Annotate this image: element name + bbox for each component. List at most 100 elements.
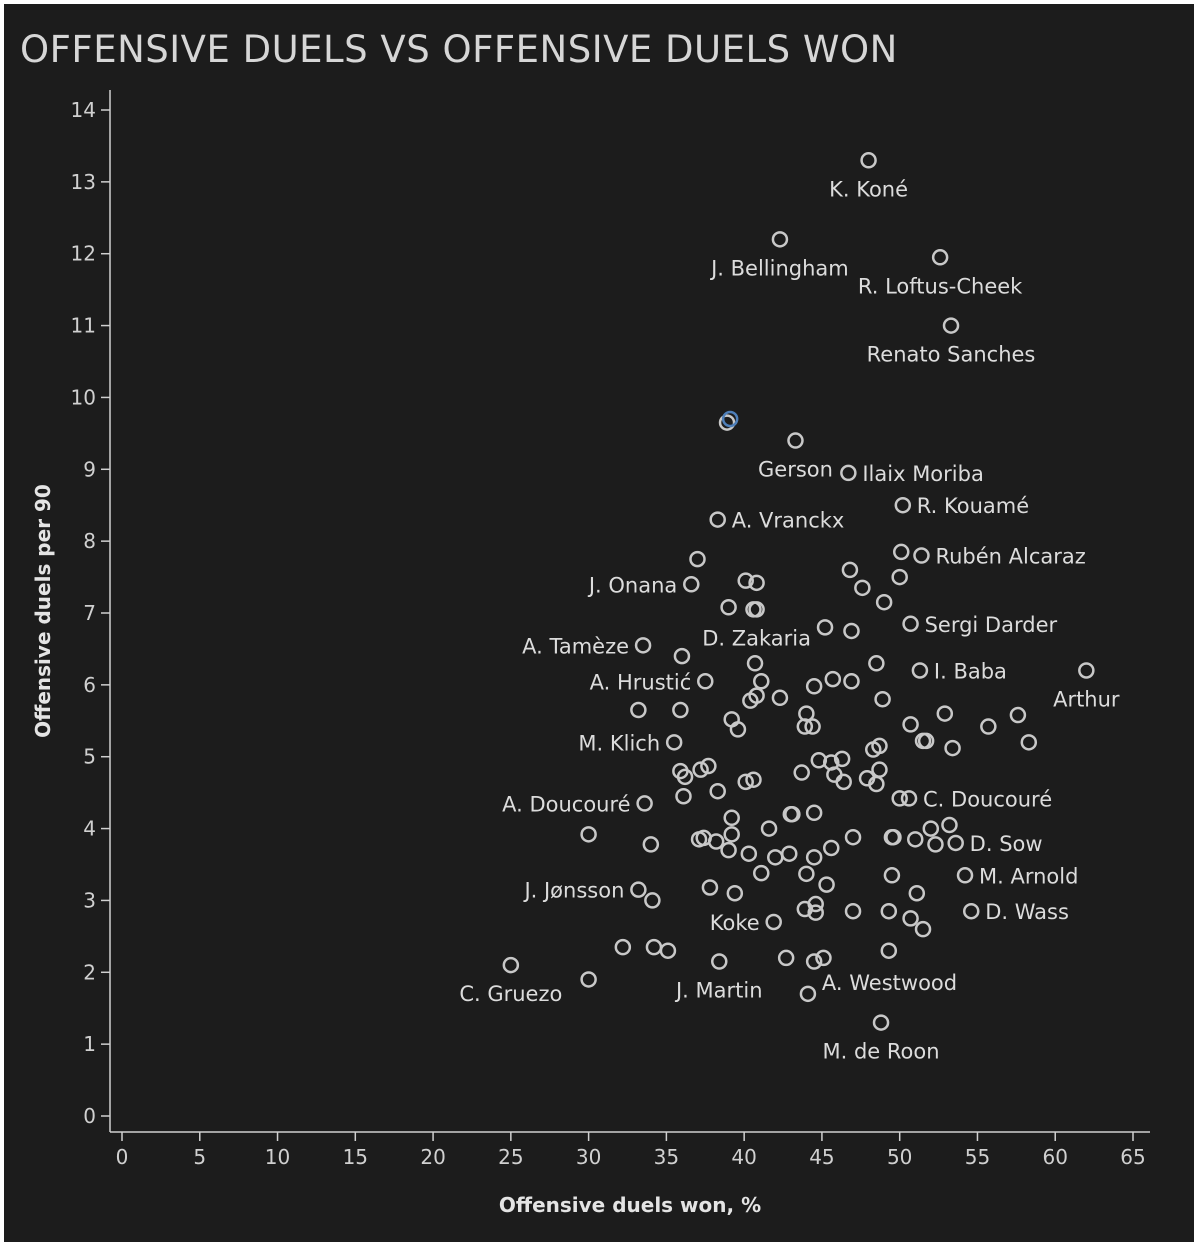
labeled-point [771,231,789,248]
data-point [740,845,758,862]
data-point [707,833,725,850]
point-label: R. Kouamé [917,494,1029,518]
point-label: A. Tamèze [522,634,629,658]
data-point [700,757,717,775]
data-point [880,902,898,920]
data-point [980,718,997,735]
point-label: K. Koné [829,177,908,201]
x-tick-label: 65 [1120,1145,1145,1169]
data-point [614,938,632,956]
data-point [771,689,789,707]
point-label: Koke [710,911,760,935]
data-point [737,773,754,791]
point-label: J. Jønsson [522,879,624,903]
data-point [843,673,860,690]
data-point [874,690,891,708]
point-label: C. Doucouré [923,787,1052,811]
labeled-point [900,790,918,807]
data-point [941,816,958,834]
x-tick-label: 5 [193,1145,206,1169]
point-label: M. Arnold [979,864,1078,888]
data-point [630,701,647,719]
data-point [777,949,795,967]
data-point [701,879,719,896]
data-point [767,849,784,866]
point-label: J. Onana [587,573,677,597]
y-tick-label: 4 [83,817,96,841]
data-point [760,820,778,837]
x-tick-label: 50 [887,1145,912,1169]
data-point [805,849,823,866]
y-tick-label: 5 [83,745,96,769]
data-point [742,692,759,709]
labeled-point [913,547,930,564]
data-point [784,805,801,823]
labeled-point [709,511,726,528]
data-point [854,579,871,597]
y-tick-label: 9 [83,457,96,481]
labeled-point [799,985,817,1003]
y-tick-label: 0 [83,1104,96,1128]
data-point [1009,706,1027,724]
point-label: M. de Roon [822,1040,939,1064]
data-point [1020,734,1038,751]
point-label: Gerson [758,458,833,482]
y-tick-label: 1 [83,1032,96,1056]
labeled-point [894,496,912,514]
data-point [709,782,726,800]
data-point [718,414,736,431]
labeled-point [665,734,683,751]
point-label: Ilaix Moriba [862,462,983,486]
data-point [818,876,835,893]
highlighted-point [721,410,739,428]
labeled-point [962,902,980,920]
x-tick-label: 25 [498,1145,523,1169]
x-tick-label: 20 [420,1145,445,1169]
data-point [692,761,709,778]
labeled-point [942,317,960,334]
labeled-point [1078,662,1095,679]
point-label: Rubén Alcaraz [935,545,1085,569]
labeled-point [634,637,652,654]
data-point [844,828,862,846]
labeled-point [636,795,653,812]
data-point [723,826,740,843]
data-point [902,910,919,927]
data-point [807,904,824,921]
data-point [805,678,823,695]
point-label: R. Loftus-Cheek [858,274,1023,298]
y-tick-label: 14 [71,98,96,122]
point-label: M. Klich [578,731,660,755]
point-label: J. Bellingham [709,256,849,280]
y-tick-label: 11 [71,314,96,338]
data-point [871,761,888,778]
data-point [753,864,770,882]
x-tick-label: 40 [731,1145,756,1169]
data-point [906,831,924,848]
labeled-point [860,152,877,169]
data-point [753,673,770,690]
data-point [892,543,910,561]
data-point [823,839,840,857]
data-point [804,718,821,735]
labeled-point [931,249,949,266]
data-point [580,826,597,843]
data-point [720,599,737,616]
chart-frame: OFFENSIVE DUELS VS OFFENSIVE DUELS WON 0… [4,4,1194,1242]
data-point [868,655,885,672]
data-point [689,550,706,568]
data-point [745,771,762,788]
x-tick-label: 15 [343,1145,368,1169]
data-point [673,647,691,665]
point-label: A. Vranckx [732,509,845,533]
data-point [805,953,823,970]
y-axis-title: Offensive duels per 90 [31,484,55,738]
labeled-point [711,953,728,970]
data-point [880,942,898,959]
data-points [502,152,1095,1031]
data-point [737,572,754,589]
y-tick-label: 6 [83,673,96,697]
labeled-point [947,834,964,852]
point-label: A. Doucouré [502,792,630,816]
